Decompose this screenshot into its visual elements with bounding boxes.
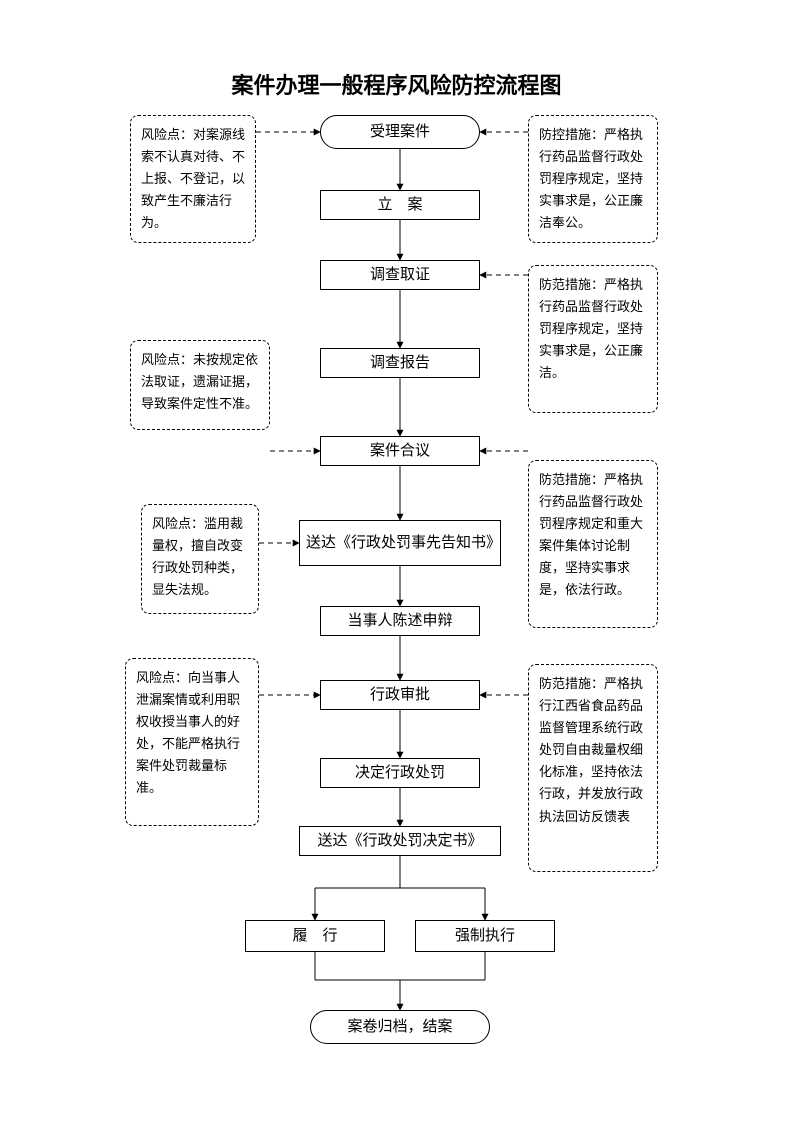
node-n11: 履 行 (245, 920, 385, 952)
callout-c3: 防范措施：严格执行药品监督行政处罚程序规定，坚持实事求是，公正廉洁。 (528, 265, 658, 413)
node-n6: 送达《行政处罚事先告知书》 (299, 520, 501, 566)
node-n8: 行政审批 (320, 680, 480, 710)
callout-c5: 风险点：滥用裁量权，擅自改变行政处罚种类，显失法规。 (141, 504, 259, 614)
page-title: 案件办理一般程序风险防控流程图 (0, 68, 793, 100)
node-n13: 案卷归档，结案 (310, 1010, 490, 1044)
callout-c2: 防控措施：严格执行药品监督行政处罚程序规定，坚持实事求是，公正廉洁奉公。 (528, 115, 658, 243)
callout-c4: 风险点：未按规定依法取证，遗漏证据，导致案件定性不准。 (130, 340, 270, 430)
node-n5: 案件合议 (320, 436, 480, 466)
callout-c1: 风险点：对案源线索不认真对待、不上报、不登记，以致产生不廉洁行为。 (130, 115, 256, 243)
node-n4: 调查报告 (320, 348, 480, 378)
node-n2: 立 案 (320, 190, 480, 220)
node-n12: 强制执行 (415, 920, 555, 952)
node-n3: 调查取证 (320, 260, 480, 290)
node-n1: 受理案件 (320, 115, 480, 149)
node-n9: 决定行政处罚 (320, 758, 480, 788)
callout-c6: 防范措施：严格执行药品监督行政处罚程序规定和重大案件集体讨论制度，坚持实事求是，… (528, 460, 658, 628)
callout-c7: 风险点：向当事人泄漏案情或利用职权收授当事人的好处，不能严格执行案件处罚裁量标准… (125, 658, 259, 826)
node-n10: 送达《行政处罚决定书》 (299, 826, 501, 856)
callout-c8: 防范措施：严格执行江西省食品药品监督管理系统行政处罚自由裁量权细化标准，坚持依法… (528, 664, 658, 872)
node-n7: 当事人陈述申辩 (320, 606, 480, 636)
